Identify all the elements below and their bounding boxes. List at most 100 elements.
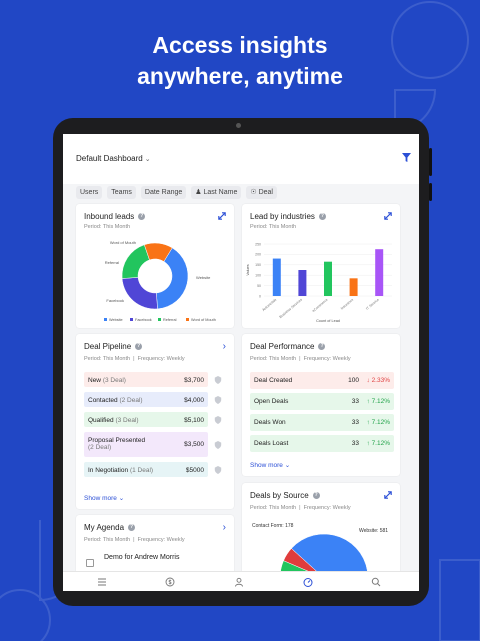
source-subtitle: Period: This Month | Frequency: Weekly [250,505,351,511]
pipeline-row-qualified[interactable]: Qualified (3 Deal) $5,100 [84,412,208,427]
help-icon[interactable]: ? [138,213,146,220]
arrow-up-icon: ↑ [366,398,370,405]
camera [236,123,241,128]
slice-label: Facebook [106,298,124,303]
filter-chip-last-name[interactable]: ♟ Last Name [191,186,242,199]
chevron-right-icon[interactable]: › [222,522,226,533]
filter-chip-deal[interactable]: ☉ Deal [246,186,277,199]
y-tick-label: 50 [257,284,261,288]
pipeline-row-negotiation[interactable]: In Negotiation (1 Deal) $5000 [84,462,208,477]
dollar-icon[interactable] [165,577,175,587]
slice-label: Referral [105,260,119,265]
pipeline-show-more[interactable]: Show more ⌄ [84,494,124,502]
performance-label: Deal Created [254,377,293,384]
menu-icon[interactable] [97,577,107,587]
legend-swatch [158,318,161,321]
agenda-title: My Agenda? [84,523,136,532]
donut-slice-referral [121,244,150,279]
y-tick-label: 250 [255,242,261,246]
inbound-leads-title-text: Inbound leads [84,212,135,221]
dashboard-selector[interactable]: Default Dashboard ⌄ [76,154,151,163]
tablet-frame: Default Dashboard ⌄ Users Teams Date Rang… [53,118,432,606]
performance-row-lost[interactable]: Deals Loast 33 ↑ 7.12% [250,435,394,452]
help-icon[interactable]: ? [312,492,320,499]
search-icon[interactable] [371,577,381,587]
legend-label: Word of Mouth [191,318,216,322]
deal-pipeline-card: Deal Pipeline? › Period: This Month | Fr… [76,334,234,509]
x-tick-label: Insurance [340,298,354,311]
source-period: Period: This Month [250,505,297,511]
performance-value: 33 [351,398,359,405]
bottom-navigation [63,571,419,591]
performance-period: Period: This Month [250,356,297,362]
pipeline-amount: $3,700 [184,377,204,384]
pipeline-amount: $5,100 [184,417,204,424]
filter-icon[interactable] [402,153,411,162]
slice-label: Website [196,275,211,280]
pipeline-count: (2 Deal) [88,444,112,451]
filter-chip-teams[interactable]: Teams [107,186,136,199]
y-tick-label: 100 [255,274,261,278]
bar-business-services [298,270,307,296]
expand-icon[interactable] [384,491,392,499]
inbound-leads-title: Inbound leads? [84,212,146,221]
performance-row-open[interactable]: Open Deals 33 ↑ 7.12% [250,393,394,410]
performance-label: Open Deals [254,398,289,405]
x-tick-label: IT Service [365,298,380,311]
side-button [429,183,432,201]
slice-label: Word of Mouth [110,240,136,245]
agenda-period: Period: This Month [84,537,131,543]
pipeline-row-proposal[interactable]: Proposal Presented (2 Deal) $3,500 [84,432,208,457]
pipeline-count: (2 Deal) [119,397,143,404]
agenda-frequency: Frequency: Weekly [137,537,185,543]
pipeline-frequency: Frequency: Weekly [137,356,185,362]
arrow-up-icon: ↑ [366,440,370,447]
chevron-right-icon[interactable]: › [222,341,226,352]
donut-slice-facebook [121,277,158,310]
help-icon[interactable]: ? [318,343,326,350]
show-more-label: Show more [250,462,283,469]
performance-title: Deal Performance? [250,342,326,351]
pipeline-row-contacted[interactable]: Contacted (2 Deal) $4,000 [84,392,208,407]
performance-change-value: 7.12% [371,398,390,405]
industries-bar-chart: 0 50 100 150 200 250 Values Automobile Business … [246,242,392,323]
performance-label: Deals Loast [254,440,289,447]
filter-chip-date-range[interactable]: Date Range [140,186,187,199]
agenda-subtitle: Period: This Month | Frequency: Weekly [84,537,185,543]
legend-swatch [186,318,189,321]
help-icon[interactable]: ? [128,524,136,531]
industries-title: Lead by industries? [250,212,326,221]
dashboard-gauge-icon[interactable] [303,577,313,587]
performance-row-won[interactable]: Deals Won 33 ↑ 7.12% [250,414,394,431]
deal-performance-card: Deal Performance? Period: This Month | F… [242,334,400,476]
y-tick-label: 0 [259,294,261,298]
arrow-up-icon: ↑ [366,419,370,426]
show-more-label: Show more [84,495,117,502]
expand-icon[interactable] [384,212,392,220]
agenda-checkbox[interactable] [86,559,94,567]
help-icon[interactable]: ? [318,213,326,220]
performance-change-value: 2.33% [371,377,390,384]
filter-chip-users[interactable]: Users [76,186,103,199]
performance-subtitle: Period: This Month | Frequency: Weekly [250,356,351,362]
top-bar: Default Dashboard ⌄ [63,134,419,184]
help-icon[interactable]: ? [135,343,143,350]
donut-slice-word-of-mouth [144,242,173,262]
pipeline-title: Deal Pipeline? [84,342,143,351]
pipeline-stage: Contacted [88,397,118,404]
performance-change: ↑ 7.12% [367,440,391,447]
shield-icon [214,396,222,404]
pipeline-count: (3 Deal) [102,377,126,384]
performance-show-more[interactable]: Show more ⌄ [250,461,290,469]
inbound-leads-period: Period: This Month [84,224,131,230]
expand-icon[interactable] [218,212,226,220]
performance-row-created[interactable]: Deal Created 100 ↓ 2.33% [250,372,394,389]
agenda-item[interactable]: Demo for Andrew Morris [104,554,180,561]
performance-change: ↑ 7.12% [367,419,391,426]
pipeline-row-new[interactable]: New (3 Deal) $3,700 [84,372,208,387]
app-screen: Default Dashboard ⌄ Users Teams Date Rang… [63,134,419,591]
pipeline-stage: In Negotiation [88,467,129,474]
filter-chip-last-name-label: Last Name [203,189,238,196]
pipeline-subtitle: Period: This Month | Frequency: Weekly [84,356,185,362]
user-icon[interactable] [234,577,244,587]
